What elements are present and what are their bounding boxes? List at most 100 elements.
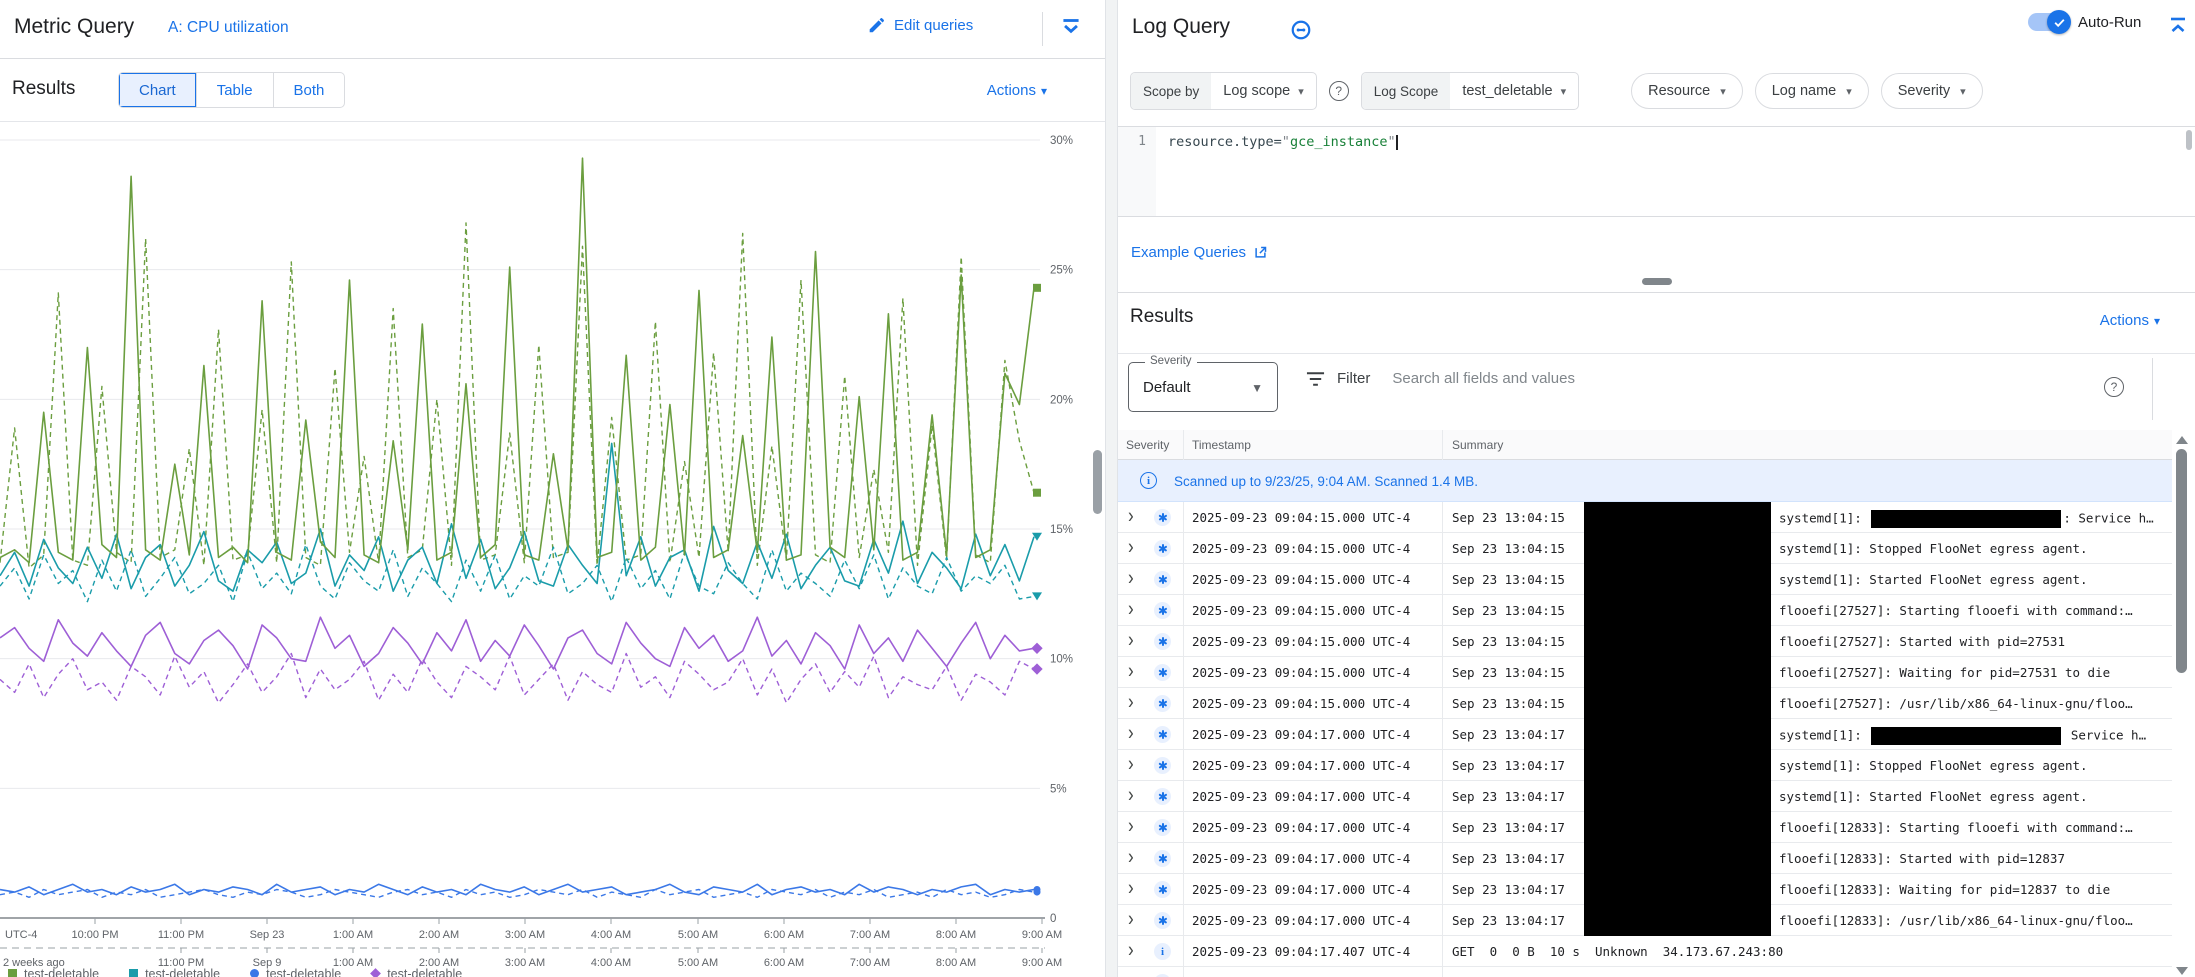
log-summary: GET 0 0 B 10 s Unknown 34.173.67.243:80 <box>1452 944 1784 959</box>
svg-text:5%: 5% <box>1050 783 1067 795</box>
cpu-utilization-chart[interactable]: 30% 25% 20% 15% 10% 5% 0 UTC-4 10:00 PM 11:00 PM S… <box>0 122 1105 977</box>
log-row[interactable]: › 2025-09-23 09:04:15.000 UTC-4 Sep 23 13:… <box>1118 595 2172 626</box>
legend-item[interactable]: test-deletable <box>250 967 341 977</box>
editor-scrollbar[interactable] <box>2186 130 2192 150</box>
circle-marker-icon <box>250 969 260 977</box>
filter-pill-resource[interactable]: Resource ▾ <box>1631 73 1743 109</box>
panel-resize-divider[interactable] <box>1105 0 1118 977</box>
column-timestamp[interactable]: Timestamp <box>1192 438 1251 452</box>
log-row[interactable]: › i 2025-09-23 09:04:17.407 UTC-4 GET 0 0 B… <box>1118 936 2172 967</box>
expand-row-icon[interactable]: › <box>1128 689 1134 714</box>
legend-item[interactable]: test-deletable <box>129 967 220 977</box>
collapse-metric-panel-icon[interactable] <box>1058 14 1084 40</box>
share-link-icon[interactable] <box>1290 19 1312 41</box>
expand-row-icon[interactable]: › <box>1128 627 1134 652</box>
log-query-editor[interactable]: 1 resource.type="gce_instance" <box>1118 126 2195 217</box>
expand-row-icon[interactable]: › <box>1128 565 1134 590</box>
expand-row-icon[interactable]: › <box>1128 844 1134 869</box>
log-scope-dropdown[interactable]: Log Scope test_deletable ▾ <box>1360 72 1580 110</box>
column-summary[interactable]: Summary <box>1452 438 1504 452</box>
log-filter-search[interactable]: Filter Search all fields and values <box>1306 370 1575 387</box>
autorun-toggle[interactable] <box>2028 10 2071 34</box>
expand-row-icon[interactable]: › <box>1128 658 1134 683</box>
log-syslog-prefix: Sep 23 13:04:17 <box>1452 882 1565 897</box>
log-summary: flooefi[12833]: Started with pid=12837 <box>1779 851 2065 866</box>
svg-text:9:00 AM: 9:00 AM <box>1022 957 1062 969</box>
chevron-down-icon: ▾ <box>1846 85 1852 98</box>
svg-text:7:00 AM: 7:00 AM <box>850 929 890 941</box>
section-drag-handle[interactable] <box>1642 278 1672 285</box>
svg-text:1:00 AM: 1:00 AM <box>333 929 373 941</box>
filter-help-icon[interactable]: ? <box>2104 377 2124 397</box>
expand-row-icon[interactable]: › <box>1128 596 1134 621</box>
expand-row-icon[interactable]: › <box>1128 534 1134 559</box>
metric-query-a-link[interactable]: A: CPU utilization <box>168 19 289 36</box>
scroll-down-arrow[interactable] <box>2176 967 2188 975</box>
expand-row-icon[interactable]: › <box>1128 503 1134 528</box>
expand-row-icon[interactable]: › <box>1128 906 1134 931</box>
svg-text:6:00 AM: 6:00 AM <box>764 929 804 941</box>
log-row[interactable]: › 2025-09-23 09:04:17.000 UTC-4 Sep 23 13:… <box>1118 750 2172 781</box>
chevron-down-icon: ▾ <box>1960 85 1966 98</box>
view-tab-table[interactable]: Table <box>195 73 273 107</box>
log-summary: flooefi[12833]: Starting flooefi with co… <box>1779 820 2133 835</box>
view-tab-chart[interactable]: Chart <box>119 73 196 107</box>
svg-text:30%: 30% <box>1050 135 1073 147</box>
filter-pill-severity[interactable]: Severity ▾ <box>1880 73 1983 109</box>
log-row[interactable]: › 2025-09-23 09:04:17.000 UTC-4 Sep 23 13:… <box>1118 905 2172 936</box>
autorun-control: Auto-Run <box>2028 10 2141 34</box>
edit-queries-button[interactable]: Edit queries <box>868 17 973 34</box>
scope-by-dropdown[interactable]: Scope by Log scope ▾ <box>1130 72 1317 110</box>
triangle-marker-icon <box>129 969 139 977</box>
log-table-header: Severity Timestamp Summary <box>1118 430 2172 460</box>
severity-filter-select[interactable]: Severity Default ▼ <box>1128 355 1278 412</box>
expand-row-icon[interactable]: › <box>1128 813 1134 838</box>
line-number: 1 <box>1138 134 1146 149</box>
square-marker-icon <box>8 969 17 977</box>
log-timestamp: 2025-09-23 09:04:17.000 UTC-4 <box>1192 820 1411 835</box>
log-query-panel: Log Query Auto-Run Scope by Log scope ▾ <box>1118 0 2195 977</box>
section-divider <box>1118 292 2195 293</box>
view-tab-both[interactable]: Both <box>272 73 345 107</box>
legend-label: test-deletable <box>266 967 342 977</box>
log-row[interactable]: › 2025-09-23 09:04:17.000 UTC-4 Sep 23 13:… <box>1118 719 2172 750</box>
log-row[interactable]: › 2025-09-23 09:04:17.000 UTC-4 Sep 23 13:… <box>1118 781 2172 812</box>
expand-row-icon[interactable]: › <box>1128 875 1134 900</box>
column-divider <box>1442 430 1443 977</box>
log-row[interactable]: › 2025-09-23 09:04:15.000 UTC-4 Sep 23 13:… <box>1118 688 2172 719</box>
log-timestamp: 2025-09-23 09:04:15.000 UTC-4 <box>1192 510 1411 525</box>
log-row[interactable]: › 2025-09-23 09:04:15.000 UTC-4 Sep 23 13:… <box>1118 626 2172 657</box>
metric-query-panel: Metric Query A: CPU utilization Edit que… <box>0 12 1105 977</box>
filter-pill-log-name[interactable]: Log name ▾ <box>1754 73 1869 109</box>
log-timestamp: 2025-09-23 09:04:15.000 UTC-4 <box>1192 603 1411 618</box>
legend-item[interactable]: test-deletable <box>370 967 462 977</box>
svg-text:9:00 AM: 9:00 AM <box>1022 929 1062 941</box>
example-queries-link[interactable]: Example Queries <box>1131 244 1268 261</box>
log-actions-menu[interactable]: Actions ▾ <box>2099 312 2160 329</box>
svg-text:11:00 PM: 11:00 PM <box>158 929 204 941</box>
svg-text:0: 0 <box>1050 913 1056 925</box>
metric-actions-menu[interactable]: Actions ▾ <box>986 82 1047 99</box>
log-entries-list: › 2025-09-23 09:04:15.000 UTC-4 Sep 23 13:… <box>1118 502 2172 977</box>
severity-default-icon <box>1154 695 1171 712</box>
chevron-down-icon: ▾ <box>1298 85 1304 98</box>
scroll-up-arrow[interactable] <box>2176 436 2188 444</box>
expand-row-icon[interactable]: › <box>1128 782 1134 807</box>
log-row-partial[interactable]: ›i <box>1118 967 2172 977</box>
expand-row-icon[interactable]: › <box>1128 720 1134 745</box>
scope-help-icon[interactable]: ? <box>1328 81 1349 101</box>
expand-row-icon[interactable]: › <box>1128 751 1134 776</box>
scrollbar-thumb[interactable] <box>2176 449 2187 673</box>
legend-item[interactable]: test-deletable <box>8 967 99 977</box>
column-severity[interactable]: Severity <box>1126 438 1170 452</box>
log-summary: flooefi[27527]: Waiting for pid=27531 to… <box>1779 665 2111 680</box>
expand-row-icon[interactable]: › <box>1128 969 1134 977</box>
log-syslog-prefix: Sep 23 13:04:15 <box>1452 634 1565 649</box>
collapse-log-panel-icon[interactable] <box>2166 14 2190 38</box>
chevron-down-icon: ▾ <box>1040 84 1047 98</box>
log-query-header: Log Query Auto-Run <box>1118 0 2195 60</box>
severity-default-icon <box>1154 881 1171 898</box>
query-code-line[interactable]: resource.type="gce_instance" <box>1168 134 1398 150</box>
left-panel-scrollbar[interactable] <box>1093 450 1102 514</box>
expand-row-icon[interactable]: › <box>1128 937 1134 962</box>
